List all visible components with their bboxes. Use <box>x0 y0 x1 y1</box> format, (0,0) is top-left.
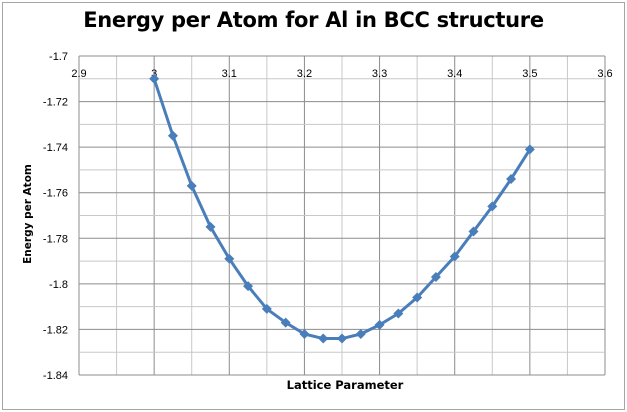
data-point-marker <box>224 253 235 264</box>
data-point-marker <box>506 174 517 185</box>
x-tick-label: 3.4 <box>447 68 462 80</box>
x-tick-label: 3.5 <box>522 68 537 80</box>
data-point-marker <box>355 328 366 339</box>
y-tick-label: -1.82 <box>43 324 68 336</box>
x-tick-label: 3.1 <box>222 68 237 80</box>
x-tick-label: 2.9 <box>71 68 86 80</box>
y-tick-label: -1.84 <box>43 370 68 382</box>
data-point-marker <box>412 292 423 303</box>
gridlines <box>78 55 606 376</box>
chart-title: Energy per Atom for Al in BCC structure <box>83 8 544 32</box>
data-point-marker <box>299 328 310 339</box>
data-point-marker <box>449 251 460 262</box>
data-point-marker <box>149 73 160 84</box>
data-point-marker <box>430 272 441 283</box>
y-axis-ticks: -1.7 -1.72 -1.74 -1.76 -1.78 -1.8 -1.82 -1.84 <box>43 51 68 382</box>
y-tick-label: -1.7 <box>49 51 68 63</box>
y-tick-label: -1.74 <box>43 142 68 154</box>
data-point-marker <box>524 144 535 155</box>
data-point-marker <box>243 281 254 292</box>
x-axis-label: Lattice Parameter <box>286 378 404 392</box>
y-tick-label: -1.72 <box>43 97 68 109</box>
data-series <box>149 73 535 344</box>
x-tick-label: 3.3 <box>372 68 387 80</box>
x-tick-label: 3.2 <box>297 68 312 80</box>
data-point-marker <box>167 130 178 141</box>
data-point-marker <box>468 226 479 237</box>
y-tick-label: -1.78 <box>43 233 68 245</box>
y-tick-label: -1.8 <box>49 279 68 291</box>
data-point-marker <box>487 201 498 212</box>
data-point-marker <box>261 303 272 314</box>
data-point-marker <box>337 333 347 344</box>
data-point-marker <box>186 180 197 191</box>
data-point-marker <box>205 221 216 232</box>
y-tick-label: -1.76 <box>43 188 68 200</box>
x-tick-label: 3.6 <box>597 68 612 80</box>
data-point-marker <box>280 317 291 328</box>
data-point-marker <box>374 319 385 330</box>
data-point-marker <box>318 333 329 344</box>
data-point-marker <box>393 308 404 319</box>
